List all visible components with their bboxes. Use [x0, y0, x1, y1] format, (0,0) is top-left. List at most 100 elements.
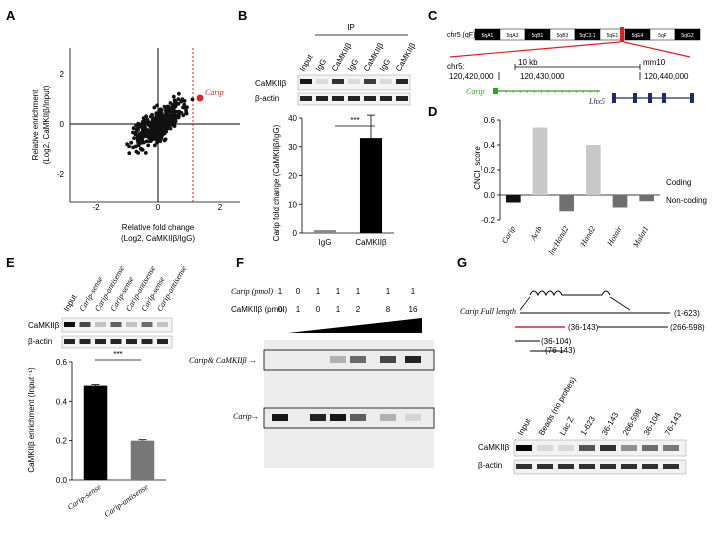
coord-tick-label: 120,420,000	[449, 72, 494, 81]
blot-band	[642, 445, 658, 451]
gene-lhx5-label: Lhx5	[588, 97, 605, 106]
panel-label-f: F	[236, 255, 244, 270]
scatter-point	[170, 104, 175, 109]
scatter-point	[139, 132, 144, 137]
fragment-map-g: Carip Full length (1-623) (36-143) (266-…	[460, 290, 705, 355]
exon	[648, 93, 652, 103]
camkii-amount: 0	[278, 305, 283, 314]
free-probe-band	[405, 414, 421, 421]
y-tick-label: 0.2	[484, 166, 496, 175]
y-axis-label: Carip fold change (CaMKIIβ/IgG)	[272, 124, 281, 241]
lane-label: IgG	[346, 57, 360, 73]
blot-band	[110, 322, 122, 327]
x-tick-label: Carip-sense	[66, 482, 103, 512]
genome-browser-c: chr5 (qF) 5qA1 5qA3 5qB1 5qB3 5qC3.1 5qE1 5qE4…	[447, 27, 701, 106]
chromosome-band-label: 5qC3.1	[579, 33, 595, 39]
scatter-point	[155, 119, 160, 124]
blot-e-bands	[64, 322, 168, 344]
complex-band	[350, 356, 366, 363]
blot-band	[79, 322, 91, 327]
lower-band-box	[263, 407, 435, 429]
scatter-point	[125, 142, 129, 147]
y-tick-label: 0.6	[56, 358, 68, 367]
fragment-label: (266-598)	[670, 323, 705, 332]
scale-label: 10 kb	[518, 58, 538, 67]
lane-label: 1-623	[579, 414, 597, 437]
y-tick-label: 0.0	[56, 476, 68, 485]
bar	[559, 195, 574, 212]
y-tick-label: 0	[293, 229, 298, 238]
scatter-point	[165, 117, 170, 122]
scatter-point	[141, 126, 146, 130]
emsa-bands	[272, 356, 421, 421]
structure-guide-right	[609, 296, 631, 311]
free-probe-band	[350, 414, 366, 421]
scatter-point	[158, 111, 162, 116]
free-probe-band	[310, 414, 326, 421]
blot-row-label: β-actin	[255, 94, 279, 103]
chromosome-band-label: 5qB1	[532, 33, 544, 39]
scatter-point	[170, 112, 174, 116]
scatter-point	[158, 139, 163, 144]
strand-arrow: ‹	[533, 89, 536, 96]
blot-band	[663, 464, 679, 469]
y-axis-label: CNCI_score	[473, 146, 482, 190]
genome-label: mm10	[643, 58, 666, 67]
scatter-point	[159, 130, 163, 134]
x-tick-label: IgG	[319, 238, 332, 247]
x-tick-label: Carip-antisense	[103, 482, 150, 519]
carip-amount: 1	[278, 287, 283, 296]
free-probe-band	[330, 414, 346, 421]
blot-band	[300, 79, 312, 84]
y-tick-label: 10	[288, 200, 297, 209]
gene-lhx5-track	[612, 93, 694, 103]
blot-g-lane-labels: Input Beads (no probes)Lac Z 1-623 36-143 26…	[516, 375, 684, 437]
x-axis-label: Relative fold change	[122, 223, 195, 232]
lane-label: 36-143	[600, 410, 621, 437]
scatter-point	[146, 143, 151, 148]
bar	[130, 440, 155, 480]
bar	[313, 230, 337, 233]
scatter-point	[151, 136, 156, 141]
scatter-point	[131, 130, 135, 135]
scatter-point	[158, 123, 162, 128]
scatter-point	[129, 140, 134, 145]
carip-amount: 0	[296, 287, 301, 296]
blot-band	[558, 445, 574, 451]
scatter-point	[127, 151, 132, 156]
scatter-point	[163, 137, 168, 142]
scatter-plot-a: Carip -2 0 2 2 0 -2 Relative fold change…	[31, 48, 240, 243]
bar	[359, 138, 383, 233]
scatter-point	[162, 104, 167, 109]
camkii-amount: 1	[336, 305, 341, 314]
blot-band	[364, 79, 376, 84]
blot-band	[64, 339, 75, 344]
blot-band	[537, 464, 553, 469]
blot-band	[79, 339, 91, 344]
exon	[612, 93, 616, 103]
scatter-point	[190, 97, 195, 102]
x-axis-label-sub: (Log2, CaMKIIβ/IgG)	[121, 234, 195, 243]
scatter-point	[152, 105, 157, 110]
strand-arrow: ‹	[512, 89, 515, 96]
x-tick-label: CaMKIIβ	[355, 238, 387, 247]
strand-arrow: ‹	[526, 89, 529, 96]
blot-band	[621, 464, 637, 469]
scatter-points	[125, 91, 195, 156]
scatter-point	[148, 139, 153, 144]
y-tick-label: 0.2	[56, 437, 68, 446]
panel-label-a: A	[6, 8, 16, 23]
blot-band	[316, 96, 328, 101]
exon	[633, 93, 637, 103]
strand-arrow: ‹	[561, 89, 564, 96]
scatter-point	[150, 112, 155, 117]
scatter-point	[155, 103, 160, 108]
bar	[639, 195, 654, 202]
carip-amount: 1	[356, 287, 361, 296]
blot-band	[600, 445, 616, 451]
blot-b-bands	[300, 79, 408, 101]
blot-row-label: β-actin	[28, 337, 52, 346]
bar-chart-d: CNCI_score Coding Non-coding 0.6 0.4 0.2 0.…	[473, 116, 707, 256]
